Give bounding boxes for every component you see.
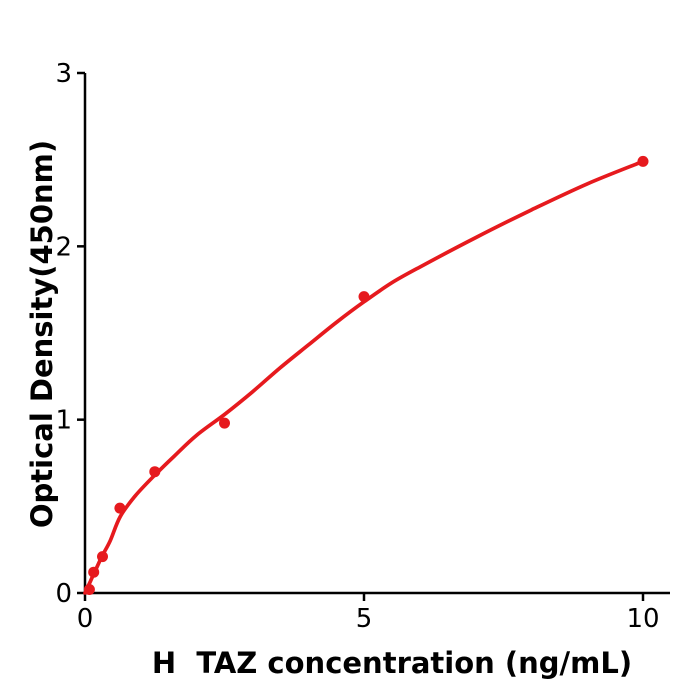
y-tick-label: 1 [55,406,72,436]
x-tick-label: 10 [626,604,659,634]
x-axis-label: H TAZ concentration (ng/mL) [152,646,632,680]
data-point [219,417,230,429]
plot-layer [83,155,649,595]
fitted-curve [83,159,645,595]
y-tick-label: 3 [55,59,72,89]
data-point [149,466,161,478]
x-tick-label: 0 [77,604,94,634]
axes-layer: 0 5 10 0 1 2 3 [55,59,670,634]
y-tick-label: 2 [55,232,72,262]
y-tick-label: 0 [55,579,72,609]
data-point [637,155,649,167]
data-point [88,566,100,578]
data-point [114,502,126,514]
data-point [83,584,95,595]
y-axis-label: Optical Density(450nm) [25,140,59,528]
data-point [358,291,370,303]
x-tick-label: 5 [356,604,373,634]
data-point [97,551,108,563]
